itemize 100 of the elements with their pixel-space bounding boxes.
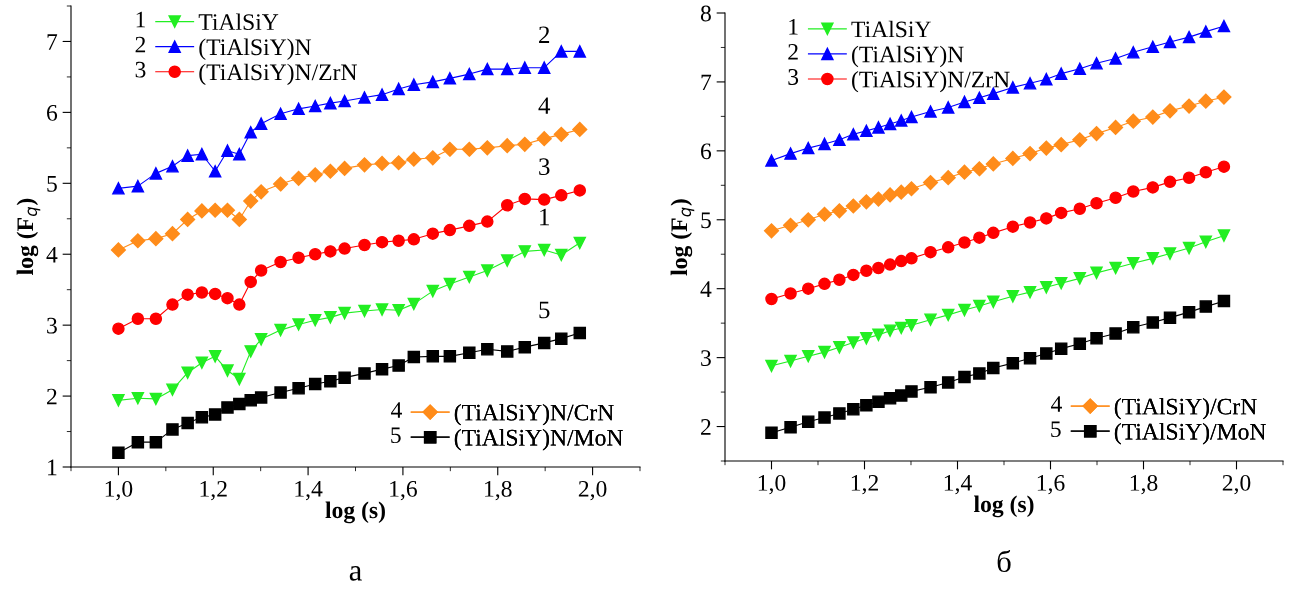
x-tick-label: 1,8 — [485, 480, 512, 501]
point — [130, 233, 146, 249]
point — [536, 131, 552, 147]
y-tick-label: 1 — [48, 459, 57, 476]
point — [1199, 25, 1213, 38]
point — [292, 318, 305, 331]
annotation: 5 — [391, 427, 401, 444]
point — [254, 333, 268, 346]
legend-label: TiAlSiY — [198, 13, 279, 31]
point — [274, 323, 287, 337]
point — [858, 194, 874, 210]
point — [1073, 202, 1087, 215]
point — [1217, 160, 1231, 173]
point — [987, 226, 1000, 240]
point — [987, 295, 1000, 309]
point — [308, 247, 322, 261]
point — [894, 254, 908, 268]
point — [481, 62, 494, 76]
point — [407, 78, 421, 91]
point — [338, 242, 351, 255]
point — [872, 395, 885, 408]
point — [181, 149, 194, 162]
point — [110, 242, 126, 258]
point — [292, 102, 305, 116]
point — [1023, 77, 1037, 90]
point — [1023, 352, 1037, 365]
point — [244, 275, 257, 289]
point — [500, 345, 514, 358]
point — [883, 392, 897, 405]
point — [463, 67, 476, 81]
point — [894, 114, 908, 127]
point — [818, 411, 831, 424]
y-axis-title: log (F$_{q}$) — [670, 199, 695, 276]
annotation: 4 — [391, 402, 402, 418]
point — [358, 91, 371, 104]
point — [1216, 89, 1232, 105]
point — [1199, 300, 1213, 313]
y-tick-label: 2 — [47, 388, 57, 405]
point — [1040, 281, 1053, 294]
point — [149, 392, 163, 406]
point — [1217, 19, 1231, 33]
point — [461, 141, 477, 157]
point — [872, 328, 885, 342]
y-tick-label: 3 — [701, 350, 711, 367]
point — [253, 184, 269, 200]
point — [166, 423, 179, 436]
point — [784, 147, 797, 160]
point — [164, 226, 181, 242]
point — [481, 215, 494, 228]
point — [219, 202, 236, 218]
point — [818, 137, 831, 151]
point — [322, 163, 338, 179]
legend-label: (TiAlSiY)N/ZrN — [199, 63, 357, 86]
point — [847, 403, 860, 416]
point — [537, 193, 551, 206]
point — [555, 248, 568, 262]
point — [208, 165, 222, 178]
point — [274, 107, 287, 121]
legend-label: TiAlSiY — [851, 20, 931, 38]
point — [1053, 137, 1069, 153]
point — [273, 176, 289, 192]
point — [166, 160, 179, 173]
point — [924, 105, 937, 118]
point — [1127, 256, 1140, 270]
y-tick-label: 5 — [701, 212, 711, 229]
point — [801, 282, 815, 295]
x-tick-label: 2,0 — [578, 480, 607, 501]
point — [941, 376, 955, 389]
point — [905, 385, 918, 398]
point — [905, 110, 918, 124]
point — [833, 407, 846, 420]
point — [112, 322, 125, 335]
point — [883, 324, 897, 337]
x-axis-title: log (s) — [325, 501, 385, 524]
point — [517, 136, 533, 152]
point — [375, 235, 389, 249]
point — [292, 382, 305, 395]
annotation: 2 — [788, 43, 798, 60]
point — [782, 217, 799, 233]
point — [573, 184, 587, 197]
point — [181, 366, 194, 379]
point — [221, 401, 234, 414]
y-tick-label: 7 — [47, 34, 58, 50]
point — [958, 303, 971, 317]
point — [1054, 276, 1068, 290]
point — [958, 370, 971, 384]
point — [816, 206, 833, 222]
point — [833, 273, 846, 286]
y-tick-label: 8 — [700, 5, 711, 22]
point — [518, 192, 532, 206]
point — [392, 234, 405, 248]
point — [463, 219, 476, 233]
point — [1163, 247, 1177, 260]
point — [860, 264, 873, 278]
point — [254, 391, 268, 404]
point — [1163, 35, 1177, 49]
annotation: 1 — [789, 18, 798, 35]
point — [208, 408, 222, 421]
point — [1145, 109, 1161, 125]
point — [1108, 119, 1124, 135]
